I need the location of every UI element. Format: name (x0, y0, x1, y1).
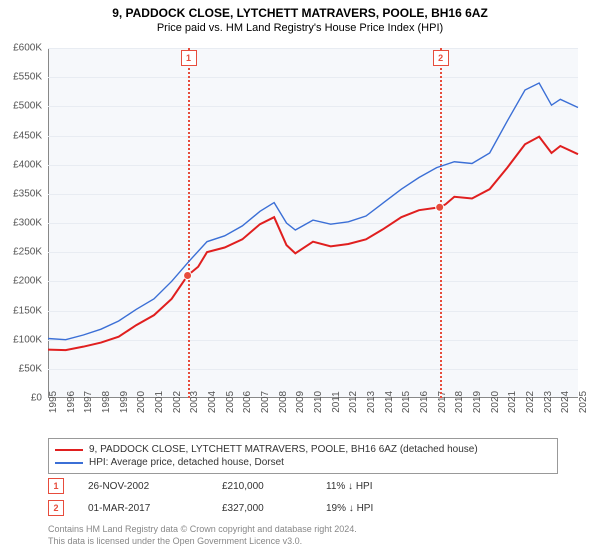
legend-swatch-hpi (55, 462, 83, 464)
y-tick-label: £50K (19, 363, 42, 374)
y-tick-label: £550K (13, 72, 42, 83)
legend-item-property: 9, PADDOCK CLOSE, LYTCHETT MATRAVERS, PO… (55, 443, 551, 456)
transaction-marker-2: 2 (48, 500, 64, 516)
transaction-marker-1: 1 (48, 478, 64, 494)
y-tick-label: £500K (13, 101, 42, 112)
y-tick-label: £100K (13, 334, 42, 345)
series-line-property (48, 137, 578, 351)
y-tick-label: £250K (13, 247, 42, 258)
chart-container: 9, PADDOCK CLOSE, LYTCHETT MATRAVERS, PO… (0, 0, 600, 560)
legend-item-hpi: HPI: Average price, detached house, Dors… (55, 456, 551, 469)
attribution-line: This data is licensed under the Open Gov… (48, 536, 357, 548)
legend-swatch-property (55, 449, 83, 451)
chart-title: 9, PADDOCK CLOSE, LYTCHETT MATRAVERS, PO… (0, 6, 600, 20)
y-tick-label: £350K (13, 188, 42, 199)
transaction-diff: 19% ↓ HPI (326, 503, 406, 514)
line-series-svg (48, 48, 578, 398)
chart-area: £0£50K£100K£150K£200K£250K£300K£350K£400… (48, 48, 578, 398)
series-line-hpi (48, 83, 578, 340)
chart-subtitle: Price paid vs. HM Land Registry's House … (0, 22, 600, 34)
transaction-row: 2 01-MAR-2017 £327,000 19% ↓ HPI (48, 500, 406, 516)
title-block: 9, PADDOCK CLOSE, LYTCHETT MATRAVERS, PO… (0, 0, 600, 34)
transaction-date: 26-NOV-2002 (88, 481, 198, 492)
y-tick-label: £400K (13, 159, 42, 170)
y-tick-label: £150K (13, 305, 42, 316)
transaction-row: 1 26-NOV-2002 £210,000 11% ↓ HPI (48, 478, 406, 494)
attribution: Contains HM Land Registry data © Crown c… (48, 524, 357, 547)
transaction-point (184, 272, 192, 280)
y-tick-label: £200K (13, 276, 42, 287)
legend: 9, PADDOCK CLOSE, LYTCHETT MATRAVERS, PO… (48, 438, 558, 474)
y-tick-label: £300K (13, 218, 42, 229)
legend-label-property: 9, PADDOCK CLOSE, LYTCHETT MATRAVERS, PO… (89, 444, 478, 455)
y-tick-label: £600K (13, 43, 42, 54)
legend-label-hpi: HPI: Average price, detached house, Dors… (89, 457, 284, 468)
transaction-table: 1 26-NOV-2002 £210,000 11% ↓ HPI 2 01-MA… (48, 478, 406, 516)
transaction-price: £327,000 (222, 503, 302, 514)
y-tick-label: £450K (13, 130, 42, 141)
x-tick-label: 2025 (578, 391, 589, 413)
transaction-diff: 11% ↓ HPI (326, 481, 406, 492)
transaction-point (436, 203, 444, 211)
transaction-price: £210,000 (222, 481, 302, 492)
attribution-line: Contains HM Land Registry data © Crown c… (48, 524, 357, 536)
transaction-date: 01-MAR-2017 (88, 503, 198, 514)
y-tick-label: £0 (31, 393, 42, 404)
